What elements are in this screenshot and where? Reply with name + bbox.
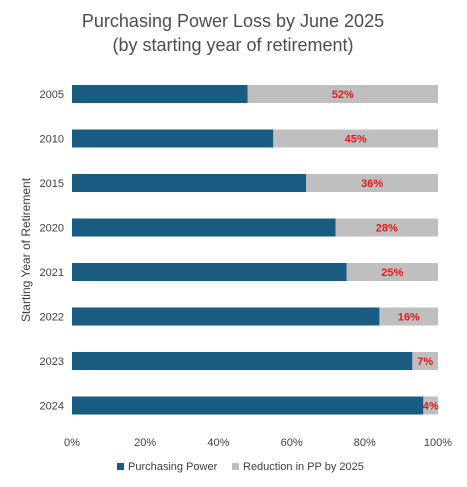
- bars-group: [72, 85, 438, 415]
- bar-purchasing-power-2010: [72, 129, 274, 148]
- bar-reduction-2015: [306, 174, 438, 192]
- category-label-2023: 2023: [40, 356, 64, 368]
- category-label-2005: 2005: [40, 89, 64, 101]
- legend-swatch-purchasing-power: [117, 463, 124, 470]
- x-tick-label: 80%: [354, 437, 376, 449]
- legend-label-purchasing-power: Purchasing Power: [128, 461, 218, 473]
- x-tick-label: 40%: [207, 437, 229, 449]
- bar-reduction-2021: [346, 263, 438, 281]
- data-labels: 52% 45% 36% 28% 25% 16% 7% 4%: [332, 89, 439, 413]
- category-label-2010: 2010: [40, 134, 64, 146]
- category-label-2020: 2020: [40, 223, 64, 235]
- y-axis-label: Starting Year of Retirement: [19, 177, 33, 322]
- legend-label-reduction: Reduction in PP by 2025: [243, 461, 364, 473]
- data-label-2005: 52%: [332, 89, 354, 101]
- bar-reduction-2022: [379, 307, 438, 326]
- category-labels: 2005 2010 2015 2020 2021 2022 2023 2024: [40, 89, 64, 413]
- data-label-2021: 25%: [381, 267, 403, 279]
- x-tick-label: 20%: [134, 437, 156, 449]
- bar-purchasing-power-2024: [72, 396, 424, 415]
- data-label-2020: 28%: [376, 223, 398, 235]
- chart-title: Purchasing Power Loss by June 2025: [82, 11, 384, 31]
- category-label-2021: 2021: [40, 267, 64, 279]
- data-label-2024: 4%: [423, 401, 439, 413]
- bar-purchasing-power-2015: [72, 174, 307, 192]
- bar-reduction-2023: [412, 352, 438, 370]
- legend: Purchasing Power Reduction in PP by 2025: [117, 461, 364, 473]
- data-label-2015: 36%: [361, 178, 383, 190]
- bar-reduction-2005: [247, 85, 438, 103]
- chart-subtitle: (by starting year of retirement): [112, 35, 353, 55]
- data-label-2023: 7%: [417, 356, 433, 368]
- x-axis-ticks: 0% 20% 40% 60% 80% 100%: [64, 437, 452, 449]
- bar-reduction-2020: [335, 218, 438, 237]
- data-label-2010: 45%: [345, 134, 367, 146]
- category-label-2015: 2015: [40, 178, 64, 190]
- x-tick-label: 100%: [424, 437, 452, 449]
- bar-purchasing-power-2020: [72, 218, 336, 237]
- bar-purchasing-power-2005: [72, 85, 248, 103]
- bar-purchasing-power-2022: [72, 307, 380, 326]
- x-tick-label: 60%: [281, 437, 303, 449]
- category-label-2024: 2024: [40, 401, 64, 413]
- x-tick-label: 0%: [64, 437, 80, 449]
- bar-reduction-2024: [423, 396, 438, 415]
- bar-reduction-2010: [273, 129, 438, 148]
- category-label-2022: 2022: [40, 312, 64, 324]
- legend-swatch-reduction: [232, 463, 239, 470]
- bar-purchasing-power-2023: [72, 352, 413, 370]
- bar-purchasing-power-2021: [72, 263, 347, 281]
- data-label-2022: 16%: [398, 312, 420, 324]
